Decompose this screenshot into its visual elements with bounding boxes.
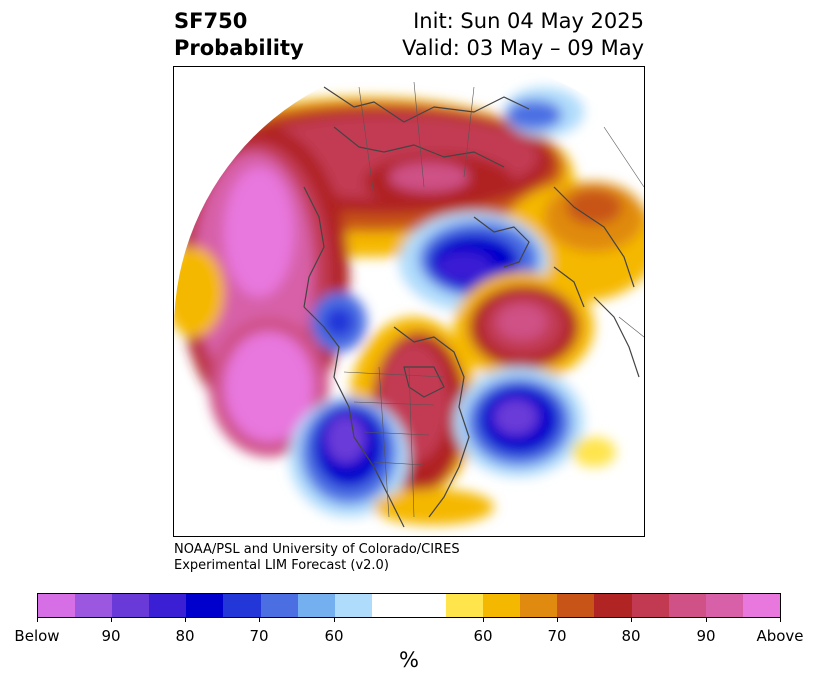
colorbar-tickmark <box>631 617 632 622</box>
colorbar <box>37 593 781 618</box>
colorbar-segment <box>149 594 187 617</box>
title-subtitle: Probability <box>174 36 304 60</box>
colorbar-tick-label: 60 <box>324 627 344 645</box>
colorbar-segment <box>557 594 595 617</box>
colorbar-segment <box>371 594 447 617</box>
colorbar-segment <box>297 594 335 617</box>
colorbar-segment <box>334 594 372 617</box>
credit-text: NOAA/PSL and University of Colorado/CIRE… <box>174 542 460 574</box>
init-date: Init: Sun 04 May 2025 <box>413 9 644 33</box>
colorbar-tickmark <box>185 617 186 622</box>
colorbar-tick-label: 70 <box>249 627 269 645</box>
credit-line-2: Experimental LIM Forecast (v2.0) <box>174 558 389 573</box>
colorbar-segment <box>668 594 706 617</box>
valid-range: Valid: 03 May – 09 May <box>402 36 644 60</box>
forecast-map <box>174 67 644 536</box>
colorbar-unit: % <box>399 648 419 672</box>
colorbar-tick-label: 60 <box>473 627 493 645</box>
colorbar-tick-label: 90 <box>696 627 716 645</box>
colorbar-tick-label: 80 <box>175 627 195 645</box>
colorbar-tickmark <box>111 617 112 622</box>
colorbar-tickmark <box>483 617 484 622</box>
colorbar-segment <box>38 594 76 617</box>
colorbar-segment <box>483 594 521 617</box>
colorbar-tickmark <box>259 617 260 622</box>
colorbar-tickmark <box>37 617 38 622</box>
colorbar-segment <box>520 594 558 617</box>
colorbar-segment <box>742 594 780 617</box>
colorbar-tick-label: 80 <box>621 627 641 645</box>
colorbar-segment <box>705 594 743 617</box>
title-field: SF750 <box>174 9 248 33</box>
title-right: Init: Sun 04 May 2025 Valid: 03 May – 09… <box>402 8 644 62</box>
colorbar-segment <box>631 594 669 617</box>
colorbar-segment <box>112 594 150 617</box>
colorbar-segment <box>75 594 113 617</box>
colorbar-segment <box>260 594 298 617</box>
credit-line-1: NOAA/PSL and University of Colorado/CIRE… <box>174 542 460 557</box>
colorbar-segment <box>223 594 261 617</box>
map-panel <box>173 66 645 537</box>
colorbar-tickmark <box>334 617 335 622</box>
colorbar-segment <box>594 594 632 617</box>
colorbar-segment <box>446 594 484 617</box>
colorbar-tick-label: Above <box>756 627 804 645</box>
title-left: SF750 Probability <box>174 8 304 62</box>
colorbar-tickmark <box>557 617 558 622</box>
colorbar-tickmark <box>706 617 707 622</box>
colorbar-tick-label: 70 <box>547 627 567 645</box>
colorbar-tickmark <box>780 617 781 622</box>
colorbar-segment <box>186 594 224 617</box>
colorbar-tick-label: Below <box>14 627 60 645</box>
colorbar-tick-label: 90 <box>101 627 121 645</box>
